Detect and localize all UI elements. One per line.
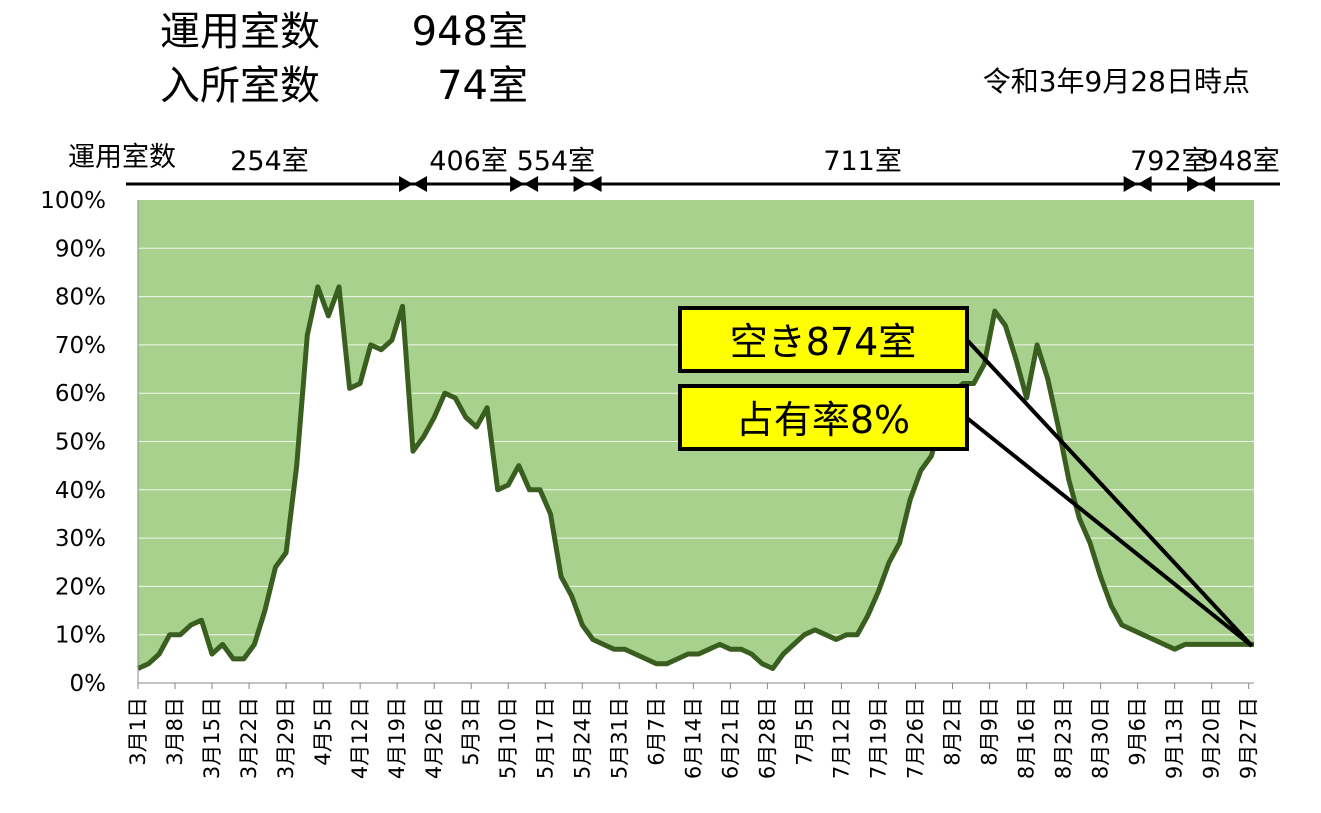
occupancy-area	[138, 286, 1254, 683]
period-arrowhead	[1187, 176, 1202, 192]
x-tick-label: 8月23日	[1052, 697, 1076, 779]
vacant-callout-text: 空き874室	[730, 320, 917, 364]
x-tick-label: 3月8日	[163, 697, 187, 766]
x-tick-label: 5月17日	[533, 697, 557, 779]
x-tick-label: 5月31日	[607, 697, 631, 779]
x-tick-label: 5月3日	[459, 697, 483, 766]
y-axis: 0% 10% 20% 30% 40% 50% 60% 70% 80% 90% 100%	[40, 188, 139, 697]
x-tick-label: 9月27日	[1237, 697, 1261, 779]
period-arrowhead	[510, 176, 525, 192]
x-tick-label: 8月2日	[941, 697, 965, 766]
x-tick-label: 7月12日	[829, 697, 853, 779]
period-label: 948室	[1201, 146, 1280, 177]
period-arrowhead	[399, 176, 414, 192]
x-tick-label: 6月28日	[755, 697, 779, 779]
occupancy-line	[136, 284, 1254, 671]
period-bar-label: 運用室数	[68, 142, 176, 173]
x-tick-label: 3月1日	[126, 697, 150, 766]
y-tick-label: 100%	[40, 188, 106, 214]
y-tick-label: 0%	[70, 671, 107, 697]
x-tick-label: 4月12日	[348, 697, 372, 779]
period-arrowhead	[413, 176, 428, 192]
occupancy-callout-box	[678, 384, 969, 451]
occupancy-callout-leader	[965, 416, 1254, 648]
period-label: 406室	[429, 146, 508, 177]
occupancy-callout-text: 占有率8%	[736, 398, 910, 442]
period-arrowhead	[587, 176, 602, 192]
y-tick-label: 10%	[55, 623, 106, 649]
x-tick-label: 9月6日	[1126, 697, 1150, 766]
x-tick-label: 4月5日	[311, 697, 335, 766]
vacant-callout-box	[678, 306, 969, 373]
x-tick-label: 4月26日	[422, 697, 446, 779]
period-label: 554室	[517, 146, 596, 177]
period-arrowhead	[1123, 176, 1138, 192]
x-tick-label: 3月29日	[274, 697, 298, 779]
occupied-rooms-value: 74室	[437, 63, 528, 109]
occupied-rooms-label: 入所室数	[160, 63, 320, 109]
x-tick-label: 5月10日	[496, 697, 520, 779]
x-tick-label: 8月30日	[1089, 697, 1113, 779]
x-tick-label: 5月24日	[570, 697, 594, 779]
x-tick-label: 6月21日	[718, 697, 742, 779]
y-tick-label: 20%	[55, 574, 106, 600]
callouts: 空き874室 占有率8%	[678, 306, 1254, 648]
y-tick-label: 50%	[55, 430, 106, 456]
x-tick-label: 6月7日	[644, 697, 668, 766]
period-label: 711室	[823, 146, 902, 177]
x-tick-label: 3月22日	[237, 697, 261, 779]
x-tick-label: 7月19日	[866, 697, 890, 779]
as-of-date: 令和3年9月28日時点	[982, 65, 1250, 98]
x-tick-label: 3月15日	[200, 697, 224, 779]
y-tick-label: 80%	[55, 285, 106, 311]
y-tick-label: 90%	[55, 236, 106, 262]
x-tick-label: 7月26日	[903, 697, 927, 779]
period-arrowhead	[1137, 176, 1152, 192]
x-tick-label: 8月16日	[1015, 697, 1039, 779]
vacant-callout-leader	[965, 338, 1254, 648]
x-axis: 3月1日 3月8日 3月15日 3月22日 3月29日 4月5日 4月12日 4月19日 4月2…	[126, 682, 1261, 779]
period-arrowhead	[1201, 176, 1216, 192]
y-tick-label: 30%	[55, 526, 106, 552]
operating-rooms-value: 948室	[411, 9, 528, 55]
x-tick-label: 9月20日	[1200, 697, 1224, 779]
x-tick-label: 9月13日	[1163, 697, 1187, 779]
y-tick-label: 70%	[55, 333, 106, 359]
period-arrowhead	[524, 176, 539, 192]
period-arrowhead	[573, 176, 588, 192]
period-label: 254室	[230, 146, 309, 177]
x-tick-label: 7月5日	[792, 697, 816, 766]
x-tick-label: 6月14日	[681, 697, 705, 779]
y-tick-label: 60%	[55, 381, 106, 407]
operating-rooms-label: 運用室数	[160, 9, 320, 55]
x-tick-label: 8月9日	[978, 697, 1002, 766]
x-tick-label: 4月19日	[385, 697, 409, 779]
y-tick-label: 40%	[55, 478, 106, 504]
period-label: 792室	[1130, 146, 1209, 177]
